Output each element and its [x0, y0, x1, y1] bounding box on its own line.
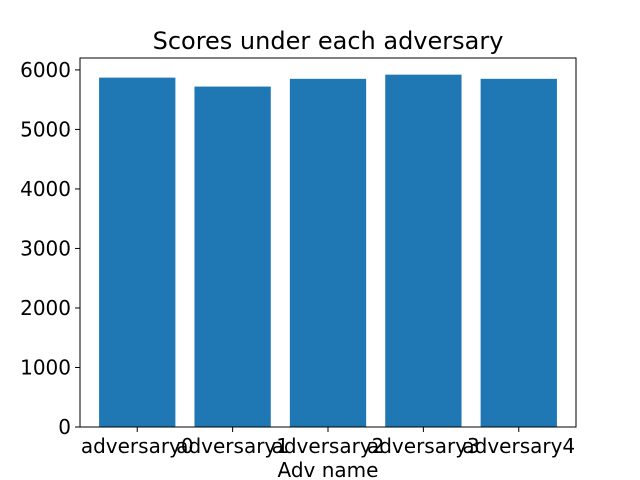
- y-tick-label: 0: [58, 415, 71, 439]
- y-tick-label: 2000: [20, 296, 71, 320]
- y-tick-label: 1000: [20, 355, 71, 379]
- x-tick-label: adversary3: [367, 434, 480, 458]
- x-axis-label: Adv name: [278, 458, 379, 480]
- x-axis: adversary0adversary1adversary2adversary3…: [81, 427, 575, 458]
- y-axis: 0 1000 2000 3000 4000 5000 6000: [20, 58, 80, 439]
- bar-adversary2: [289, 78, 367, 427]
- bar-adversary0: [99, 77, 176, 427]
- bars-layer: [99, 74, 557, 427]
- y-tick-label: 5000: [20, 117, 71, 141]
- x-tick-label: adversary1: [176, 434, 289, 458]
- chart-title: Scores under each adversary: [153, 27, 504, 55]
- y-tick-label: 4000: [20, 177, 71, 201]
- bar-adversary1: [194, 86, 271, 427]
- bar-adversary3: [385, 74, 462, 427]
- x-tick-label: adversary2: [272, 434, 385, 458]
- bar-adversary4: [480, 78, 557, 427]
- y-tick-label: 3000: [20, 236, 71, 260]
- y-tick-label: 6000: [20, 58, 71, 82]
- x-tick-label: adversary0: [81, 434, 194, 458]
- x-tick-label: adversary4: [462, 434, 575, 458]
